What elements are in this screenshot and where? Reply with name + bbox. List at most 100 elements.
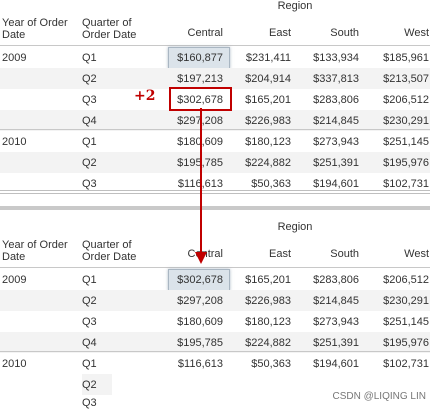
year-cell: 2009 bbox=[2, 274, 27, 286]
quarter-cell: Q3 bbox=[82, 94, 97, 106]
column-header-central[interactable]: Central bbox=[187, 248, 223, 260]
value-cell-west[interactable]: $213,507 bbox=[383, 73, 429, 85]
table-row: Q4 $195,785 $224,882 $251,391 $195,976 bbox=[0, 332, 430, 353]
value-cell-west[interactable]: $185,961 bbox=[383, 52, 429, 64]
value-cell-east[interactable]: $50,363 bbox=[251, 178, 291, 190]
region-header: Region bbox=[277, 221, 313, 233]
column-header-east[interactable]: East bbox=[268, 248, 291, 260]
value-cell-central[interactable]: $302,678 bbox=[177, 94, 223, 106]
value-cell-east[interactable]: $226,983 bbox=[245, 295, 291, 307]
header-divider bbox=[0, 267, 430, 268]
value-cell-south[interactable]: $133,934 bbox=[313, 52, 359, 64]
value-cell-east[interactable]: $180,123 bbox=[245, 316, 291, 328]
value-cell-central[interactable]: $195,785 bbox=[177, 337, 223, 349]
arrow-shaft bbox=[200, 108, 202, 254]
value-cell-east[interactable]: $50,363 bbox=[251, 358, 291, 370]
value-cell-west[interactable]: $195,976 bbox=[383, 157, 429, 169]
quarter-cell: Q1 bbox=[82, 136, 97, 148]
panel-divider bbox=[0, 193, 430, 194]
table-row: Q2 $197,213 $204,914 $337,813 $213,507 bbox=[0, 68, 430, 89]
year-cell: 2009 bbox=[2, 52, 27, 64]
quarter-column-header[interactable]: Quarter of Order Date bbox=[82, 239, 137, 263]
value-cell-east[interactable]: $180,123 bbox=[245, 136, 291, 148]
value-cell-west[interactable]: $195,976 bbox=[383, 337, 429, 349]
column-header-south[interactable]: South bbox=[330, 27, 359, 39]
quarter-cell: Q3 bbox=[82, 397, 97, 409]
table-row: Q4 $297,208 $226,983 $214,845 $230,291 bbox=[0, 110, 430, 131]
top-crosstab: Region Year of Order Date Quarter of Ord… bbox=[0, 0, 430, 192]
value-cell-east[interactable]: $226,983 bbox=[245, 115, 291, 127]
watermark: CSDN @LIQING LIN bbox=[332, 391, 426, 402]
value-cell-south[interactable]: $273,943 bbox=[313, 136, 359, 148]
column-header-central[interactable]: Central bbox=[187, 27, 223, 39]
year-cell: 2010 bbox=[2, 358, 27, 370]
table-row: Q2 bbox=[82, 374, 112, 395]
quarter-cell: Q2 bbox=[82, 157, 97, 169]
value-cell-south[interactable]: $251,391 bbox=[313, 337, 359, 349]
arrow-down-icon bbox=[195, 252, 207, 264]
value-cell-central[interactable]: $116,613 bbox=[163, 178, 223, 190]
value-cell-east[interactable]: $224,882 bbox=[245, 337, 291, 349]
table-row: Q3 $302,678 $165,201 $283,806 $206,512 bbox=[0, 89, 430, 110]
quarter-cell: Q2 bbox=[82, 379, 97, 391]
value-cell-central[interactable]: $160,877 bbox=[177, 52, 223, 64]
value-cell-central[interactable]: $116,613 bbox=[177, 358, 223, 370]
quarter-cell: Q3 bbox=[82, 316, 97, 328]
value-cell-west[interactable]: $251,145 bbox=[383, 316, 429, 328]
value-cell-east[interactable]: $165,201 bbox=[245, 274, 291, 286]
value-cell-south[interactable]: $194,601 bbox=[313, 358, 359, 370]
quarter-cell: Q2 bbox=[82, 73, 97, 85]
value-cell-west[interactable]: $230,291 bbox=[383, 295, 429, 307]
value-cell-south[interactable]: $214,845 bbox=[313, 295, 359, 307]
value-cell-central[interactable]: $197,213 bbox=[177, 73, 223, 85]
quarter-cell: Q1 bbox=[82, 52, 97, 64]
value-cell-west[interactable]: $102,731 bbox=[383, 178, 429, 190]
value-cell-south[interactable]: $214,845 bbox=[313, 115, 359, 127]
value-cell-central[interactable]: $297,208 bbox=[163, 115, 223, 127]
offset-label: +2 bbox=[134, 88, 156, 104]
table-row: 2009 Q1 $302,678 $165,201 $283,806 $206,… bbox=[0, 269, 430, 291]
value-cell-south[interactable]: $194,601 bbox=[313, 178, 359, 190]
column-header-east[interactable]: East bbox=[268, 27, 291, 39]
value-cell-east[interactable]: $165,201 bbox=[245, 94, 291, 106]
quarter-cell: Q4 bbox=[82, 337, 97, 349]
value-cell-east[interactable]: $231,411 bbox=[245, 52, 291, 64]
table-row: 2010 Q1 $180,609 $180,123 $273,943 $251,… bbox=[0, 131, 430, 152]
value-cell-west[interactable]: $230,291 bbox=[383, 115, 429, 127]
value-cell-central[interactable]: $180,609 bbox=[163, 136, 223, 148]
table-row: Q3 $116,613 $50,363 $194,601 $102,731 bbox=[0, 173, 430, 192]
value-cell-central[interactable]: $297,208 bbox=[177, 295, 223, 307]
column-header-south[interactable]: South bbox=[330, 248, 359, 260]
quarter-cell: Q2 bbox=[82, 295, 97, 307]
value-cell-south[interactable]: $283,806 bbox=[313, 94, 359, 106]
column-header-west[interactable]: West bbox=[404, 248, 429, 260]
value-cell-west[interactable]: $206,512 bbox=[383, 94, 429, 106]
value-cell-central[interactable]: $195,785 bbox=[163, 157, 223, 169]
value-cell-south[interactable]: $283,806 bbox=[313, 274, 359, 286]
value-cell-east[interactable]: $224,882 bbox=[245, 157, 291, 169]
quarter-cell: Q3 bbox=[82, 178, 97, 190]
value-cell-south[interactable]: $251,391 bbox=[313, 157, 359, 169]
value-cell-west[interactable]: $102,731 bbox=[383, 358, 429, 370]
value-cell-west[interactable]: $206,512 bbox=[383, 274, 429, 286]
panel-divider bbox=[0, 190, 430, 191]
table-row: Q2 $297,208 $226,983 $214,845 $230,291 bbox=[0, 290, 430, 311]
quarter-column-header[interactable]: Quarter of Order Date bbox=[82, 17, 137, 41]
bottom-crosstab: Region Year of Order Date Quarter of Ord… bbox=[0, 212, 430, 409]
value-cell-central[interactable]: $302,678 bbox=[177, 274, 223, 286]
table-row: 2009 Q1 $160,877 $231,411 $133,934 $185,… bbox=[0, 47, 430, 69]
column-header-west[interactable]: West bbox=[404, 27, 429, 39]
value-cell-west[interactable]: $251,145 bbox=[383, 136, 429, 148]
value-cell-south[interactable]: $337,813 bbox=[313, 73, 359, 85]
table-row: Q3 $180,609 $180,123 $273,943 $251,145 bbox=[0, 311, 430, 332]
value-cell-south[interactable]: $273,943 bbox=[313, 316, 359, 328]
header-divider bbox=[0, 45, 430, 46]
panel-separator bbox=[0, 206, 430, 210]
year-column-header[interactable]: Year of Order Date bbox=[2, 17, 68, 41]
table-row: Q2 $195,785 $224,882 $251,391 $195,976 bbox=[0, 152, 430, 173]
value-cell-central[interactable]: $180,609 bbox=[177, 316, 223, 328]
year-column-header[interactable]: Year of Order Date bbox=[2, 239, 68, 263]
value-cell-east[interactable]: $204,914 bbox=[245, 73, 291, 85]
quarter-cell: Q4 bbox=[82, 115, 97, 127]
region-header: Region bbox=[277, 0, 313, 12]
